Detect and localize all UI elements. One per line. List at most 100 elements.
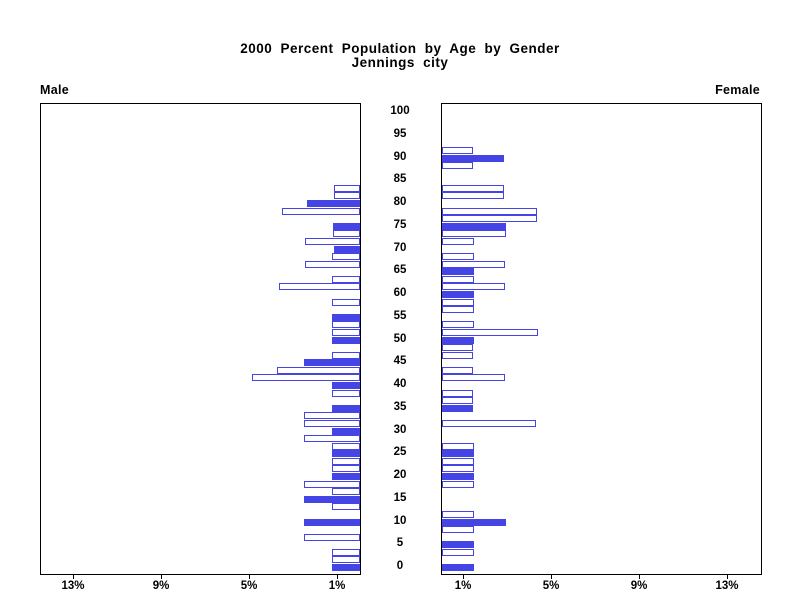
pct-tick-5%-at-551 [551,574,552,579]
bar-male-age-21.67 [332,465,360,473]
age-label-10: 10 [393,514,407,527]
bar-male-age-38.33 [332,389,360,397]
bar-male-age-78.33 [282,207,360,215]
age-label-85: 85 [393,173,407,186]
bar-female-age-8.33 [442,526,474,534]
bar-male-age-73.33 [333,230,360,238]
bar-female-age-71.67 [442,237,474,245]
bar-female-age-10 [442,518,506,526]
bar-male-age-20 [332,473,360,480]
age-label-25: 25 [393,446,407,459]
pct-tick-label-5%-at-551: 5% [542,580,560,592]
bar-female-age-11.67 [442,510,474,518]
bar-male-age-0 [332,564,360,571]
bar-male-age-75 [333,222,360,230]
age-label-50: 50 [393,332,407,345]
pct-tick-5%-at-249 [249,574,250,579]
bar-male-age-41.67 [252,374,360,382]
pct-tick-label-13%-at-73: 13% [61,580,85,592]
bar-male-age-58.33 [332,298,360,306]
age-label-55: 55 [393,309,407,322]
bar-female-age-61.67 [442,283,505,291]
bar-male-age-18.33 [304,480,360,488]
age-label-100: 100 [390,105,410,117]
bar-male-age-83.33 [334,184,360,192]
bar-female-age-78.33 [442,207,537,215]
age-label-5: 5 [396,537,404,550]
bar-female-age-18.33 [442,480,474,488]
bar-male-age-71.67 [305,237,360,245]
bar-male-age-63.33 [332,275,360,283]
bar-male-age-40 [332,382,360,389]
bar-female-age-81.67 [442,192,504,200]
age-label-30: 30 [393,423,407,436]
bar-male-age-35 [332,404,360,412]
age-label-75: 75 [393,218,407,231]
bar-female-age-48.33 [442,344,473,352]
chart-subtitle: Jennings city [351,55,449,70]
bar-female-age-51.67 [442,328,538,336]
bar-male-age-1.67 [332,556,360,564]
bar-female-age-58.33 [442,298,474,306]
age-label-40: 40 [393,378,407,390]
pct-tick-1%-at-463 [463,574,464,579]
bar-female-age-23.33 [442,457,474,465]
bar-male-age-33.33 [304,412,360,420]
bar-male-age-61.67 [279,283,360,291]
bar-female-age-36.67 [442,397,473,405]
bar-female-age-56.67 [442,306,474,314]
age-label-35: 35 [393,400,407,413]
pct-tick-13%-at-73 [73,574,74,579]
pct-tick-label-5%-at-249: 5% [240,580,258,592]
bar-female-age-75 [442,222,506,230]
bar-female-age-25 [442,450,474,458]
bar-female-age-73.33 [442,230,506,238]
bar-male-age-68.33 [332,253,360,261]
age-label-70: 70 [393,241,407,254]
bar-female-age-41.67 [442,374,505,382]
bar-female-age-76.67 [442,215,537,223]
bar-male-age-80 [307,200,360,207]
bar-female-age-0 [442,564,474,571]
bar-male-age-53.33 [332,321,360,329]
bar-female-age-65 [442,268,474,276]
bar-female-age-88.33 [442,162,473,170]
age-label-15: 15 [393,491,407,504]
bar-male-age-50 [332,336,360,344]
bar-male-age-46.67 [332,351,360,359]
bar-male-age-15 [304,495,360,503]
pct-tick-1%-at-337 [337,574,338,579]
bar-male-age-28.33 [304,435,360,443]
female-panel-label: Female [715,83,760,97]
male-panel-label: Male [40,83,69,97]
bar-female-age-66.67 [442,260,505,268]
bar-male-age-25 [332,450,360,458]
bar-female-age-21.67 [442,465,474,473]
pct-tick-9%-at-161 [161,574,162,579]
bar-male-age-3.33 [332,548,360,556]
bar-male-age-30 [332,427,360,435]
male-bars-panel [40,103,361,575]
bar-female-age-68.33 [442,253,474,261]
pct-tick-label-1%-at-337: 1% [328,580,346,592]
bar-female-age-31.67 [442,419,536,427]
age-label-80: 80 [393,196,407,208]
age-label-60: 60 [393,287,407,299]
bar-male-age-45 [304,359,360,367]
age-label-45: 45 [393,355,407,368]
pct-tick-9%-at-639 [639,574,640,579]
pct-tick-label-1%-at-463: 1% [454,580,472,592]
bar-female-age-50 [442,336,474,344]
bar-female-age-91.67 [442,146,473,154]
bar-male-age-81.67 [334,192,360,200]
bar-male-age-31.67 [304,419,360,427]
pct-tick-label-9%-at-639: 9% [630,580,648,592]
bar-male-age-16.67 [332,488,360,496]
bar-male-age-6.67 [304,533,360,541]
bar-male-age-43.33 [277,366,360,374]
bar-female-age-43.33 [442,366,473,374]
pct-tick-13%-at-727 [727,574,728,579]
bar-male-age-66.67 [305,260,360,268]
bar-male-age-70 [334,245,360,253]
